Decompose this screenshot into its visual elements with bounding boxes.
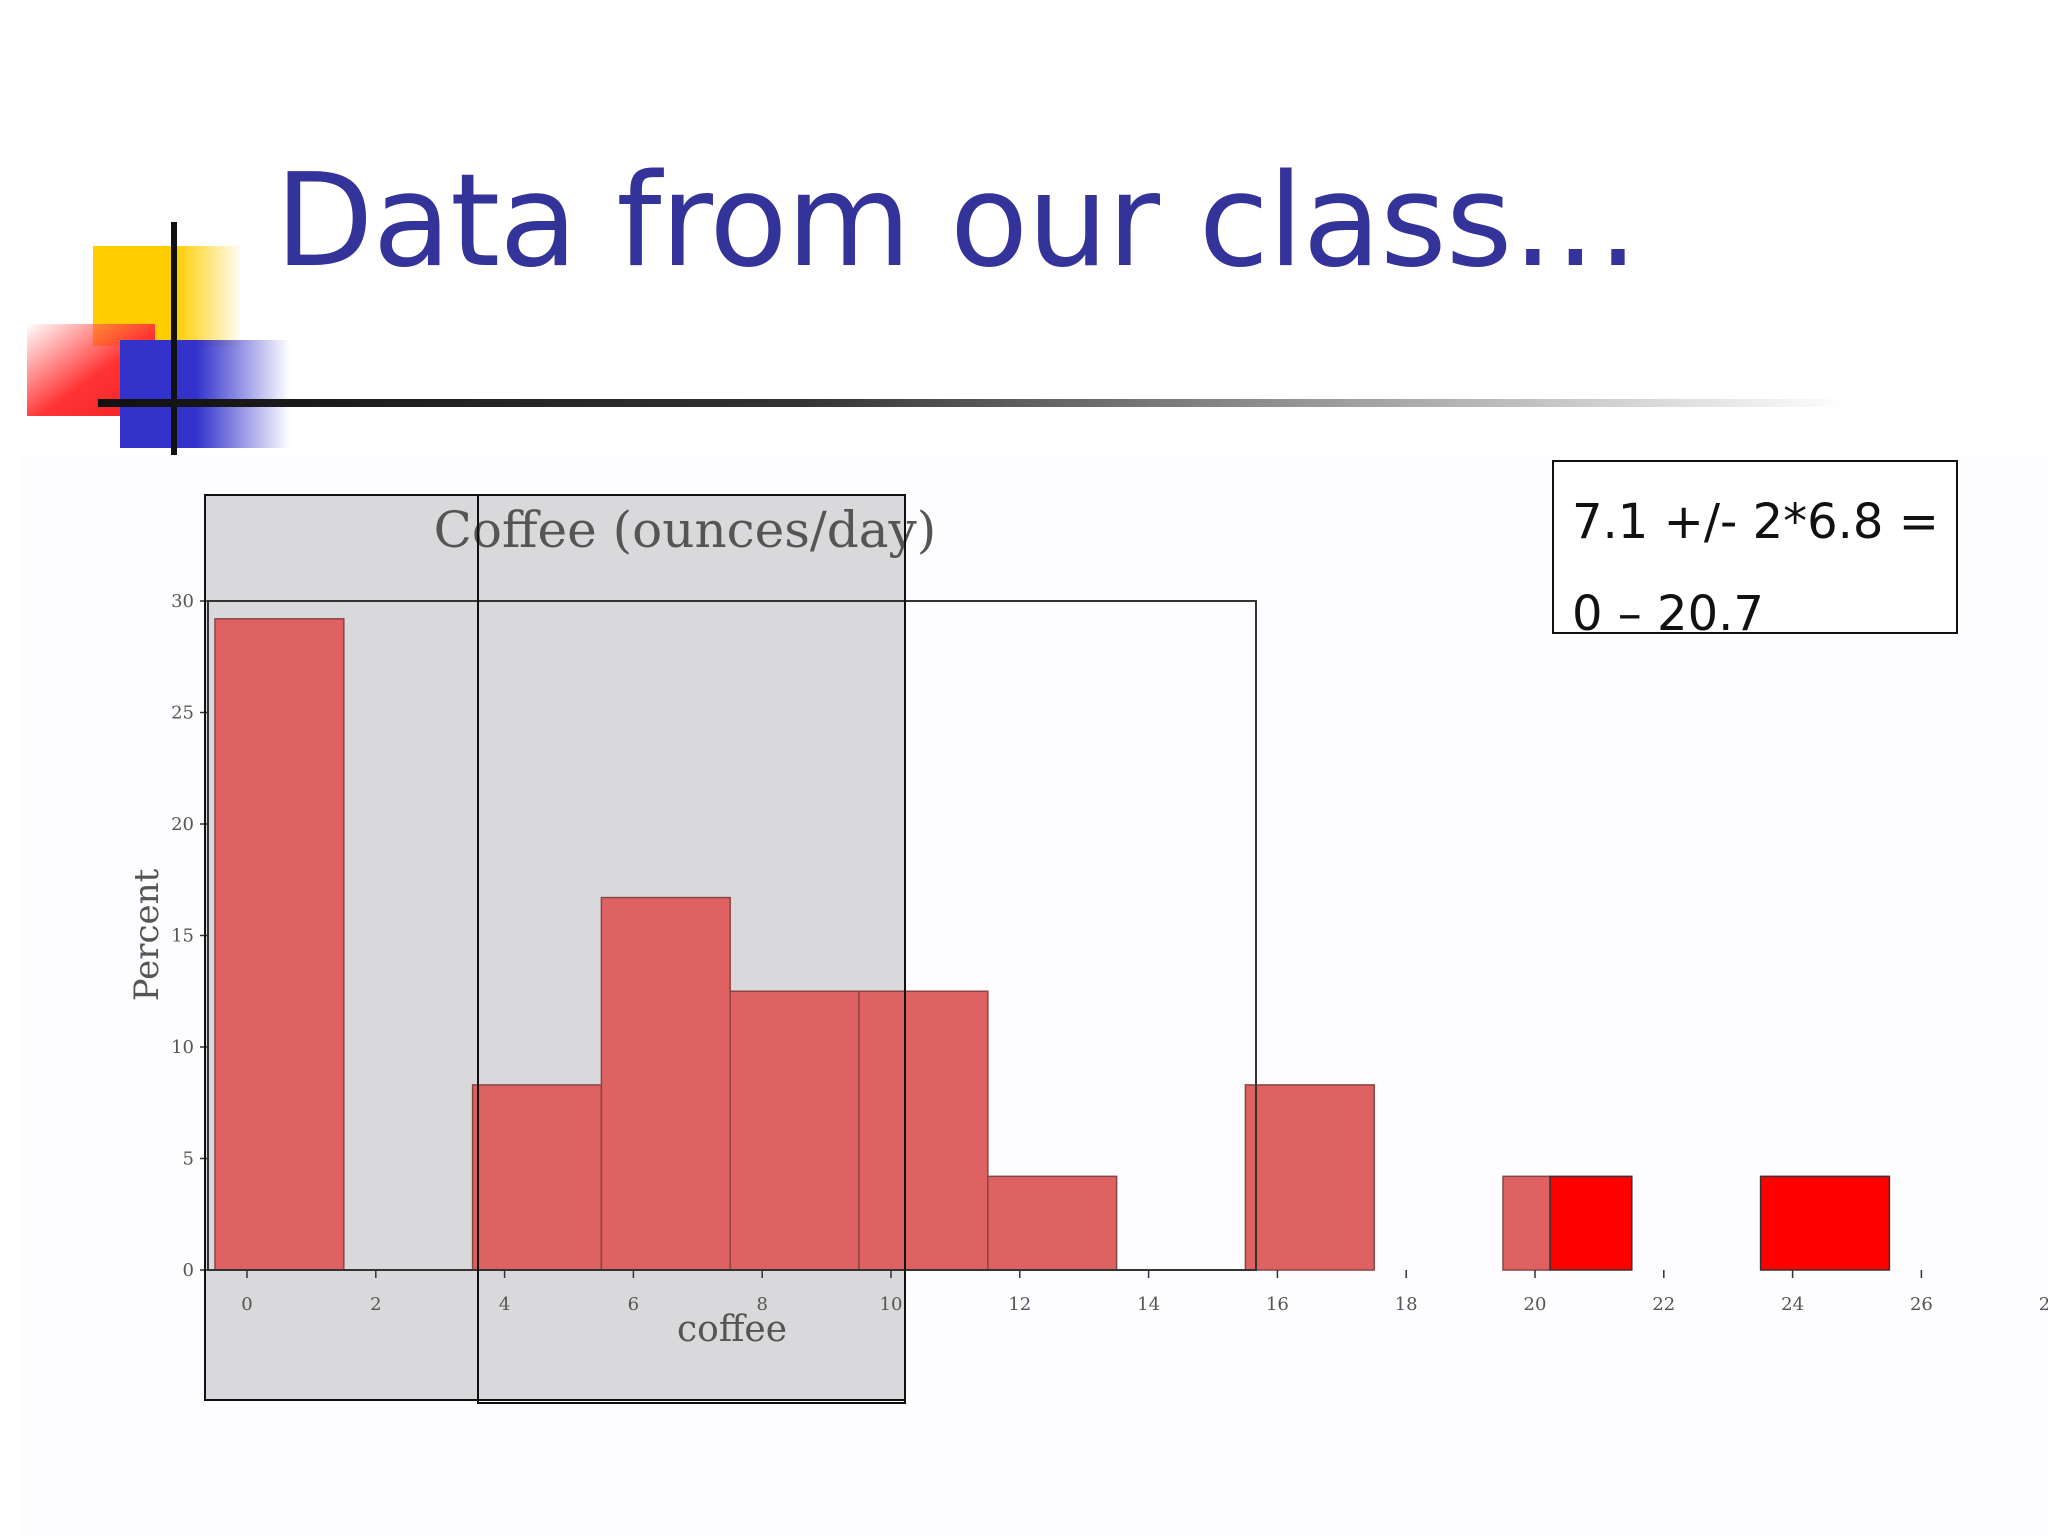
histogram-bar <box>858 990 989 1271</box>
y-tick-label: 30 <box>171 591 194 612</box>
y-tick-label: 5 <box>183 1149 194 1170</box>
equation-line-1: 7.1 +/- 2*6.8 = <box>1572 494 1939 550</box>
y-tick-label: 25 <box>171 703 194 724</box>
x-tick-label: 16 <box>1266 1294 1289 1315</box>
histogram-bar <box>1244 1084 1375 1271</box>
x-tick-label: 0 <box>241 1294 252 1315</box>
decor-horizontal-rule <box>98 399 1848 407</box>
highlight-box-inner <box>477 494 906 1404</box>
x-tick-label: 12 <box>1008 1294 1031 1315</box>
histogram-bar <box>729 990 860 1271</box>
histogram-bar <box>987 1175 1118 1271</box>
histogram-bar <box>1502 1175 1551 1271</box>
x-tick-label: 8 <box>756 1294 767 1315</box>
x-tick-label: 10 <box>880 1294 903 1315</box>
equation-line-2: 0 – 20.7 <box>1572 586 1764 642</box>
x-tick-label: 24 <box>1781 1294 1804 1315</box>
x-tick-label: 4 <box>499 1294 510 1315</box>
x-tick-label: 14 <box>1137 1294 1160 1315</box>
y-axis-label: Percent <box>127 868 167 1001</box>
histogram-bar-outside <box>1759 1175 1891 1271</box>
histogram-bar-outside <box>1549 1175 1633 1271</box>
histogram-bar <box>471 1084 603 1271</box>
chart-title: Coffee (ounces/day) <box>434 501 937 559</box>
histogram-bar <box>600 896 731 1271</box>
x-tick-label: 2 <box>370 1294 381 1315</box>
x-tick-label: 28 <box>2039 1294 2048 1315</box>
x-tick-label: 18 <box>1395 1294 1418 1315</box>
decor-blue-square <box>120 340 290 448</box>
x-tick-label: 6 <box>628 1294 639 1315</box>
x-axis-label: coffee <box>677 1309 787 1350</box>
x-tick-label: 26 <box>1910 1294 1933 1315</box>
y-tick-label: 15 <box>171 926 194 947</box>
x-tick-label: 22 <box>1652 1294 1675 1315</box>
x-tick-label: 20 <box>1524 1294 1547 1315</box>
slide-title: Data from our class… <box>275 147 1639 296</box>
histogram-bar <box>214 618 345 1271</box>
y-tick-label: 20 <box>171 814 194 835</box>
y-tick-label: 10 <box>171 1037 194 1058</box>
equation-box: 7.1 +/- 2*6.8 = 0 – 20.7 <box>1552 460 1958 642</box>
decor-vertical-line <box>171 222 177 458</box>
y-tick-label: 0 <box>183 1260 194 1281</box>
